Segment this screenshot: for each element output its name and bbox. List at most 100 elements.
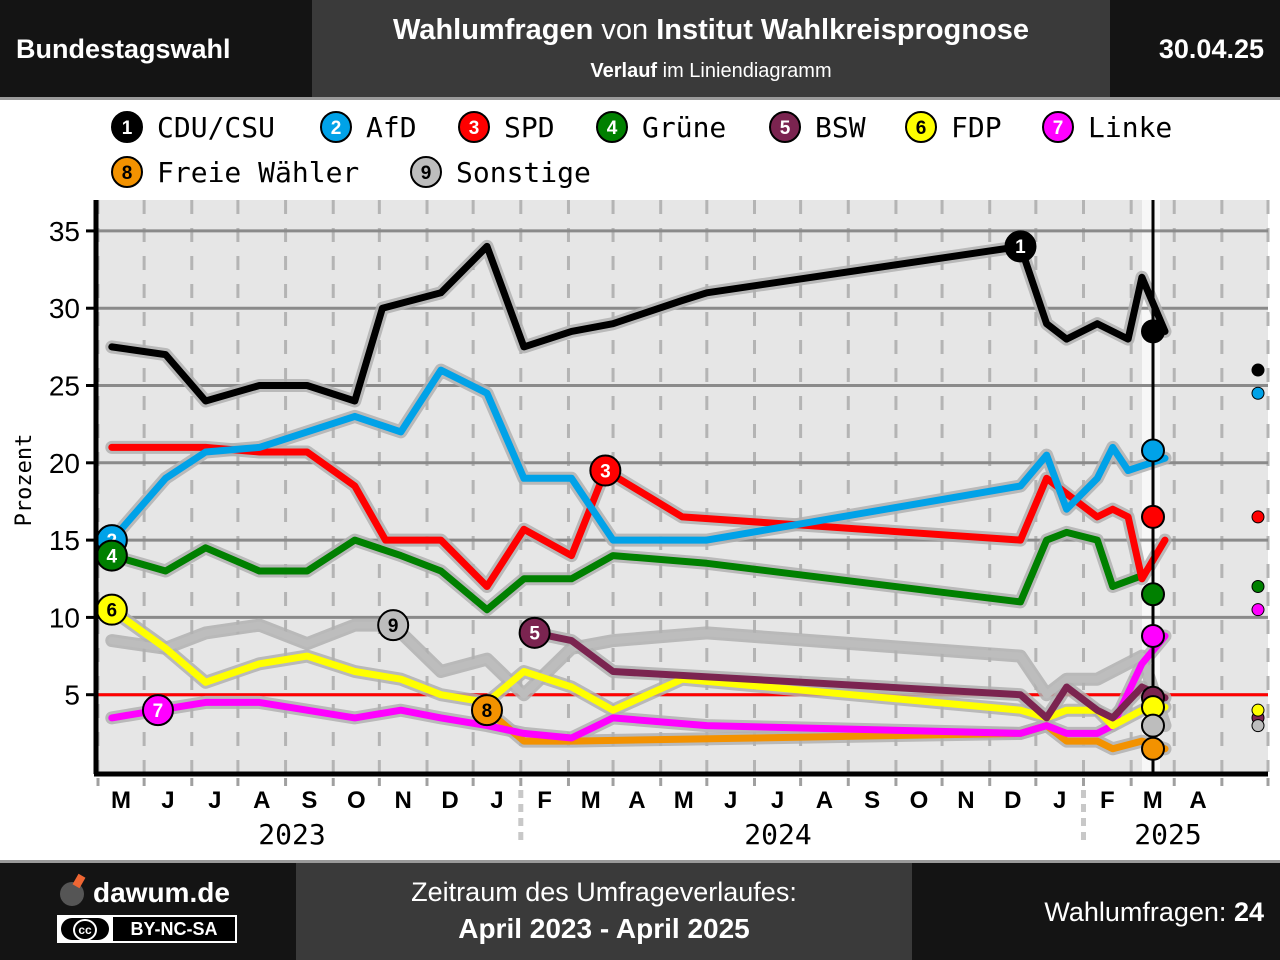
series-label-badge-4: 4 xyxy=(95,539,128,572)
legend-badge-7-circle xyxy=(1042,111,1074,143)
legend-badge-7: 7 xyxy=(1042,111,1074,143)
series-label-badge-8-circle xyxy=(470,694,503,727)
legend-badge-4-number: 4 xyxy=(607,118,618,139)
x-month-label: J xyxy=(208,787,221,814)
x-month-label: M xyxy=(1143,787,1163,814)
series-label-badge-3: 3 xyxy=(589,454,622,487)
series-line-4 xyxy=(108,528,1146,614)
current-value-dot-6 xyxy=(1251,703,1265,717)
title-part-3: Institut Wahlkreisprognose xyxy=(656,14,1029,46)
y-tick-label: 10 xyxy=(49,602,80,633)
current-value-dot-9 xyxy=(1251,719,1265,733)
series-label-badge-7-number: 7 xyxy=(153,701,164,722)
series-label-badge-6-number: 6 xyxy=(107,600,118,621)
legend-label-7: Linke xyxy=(1088,111,1172,144)
current-value-dot-1 xyxy=(1251,363,1265,377)
current-value-dot-2 xyxy=(1251,386,1265,400)
x-month-label: M xyxy=(674,787,694,814)
series-label-badge-7-circle xyxy=(141,694,174,727)
legend-badge-2-number: 2 xyxy=(331,118,342,139)
end-markers xyxy=(1141,319,1165,761)
legend-badge-9: 9 xyxy=(410,156,442,188)
legend-badge-6: 6 xyxy=(905,111,937,143)
legend-label-2: AfD xyxy=(366,111,417,144)
license-text: BY-NC-SA xyxy=(113,917,235,941)
footer-period-block: Zeitraum des Umfrageverlaufes: April 202… xyxy=(296,863,912,960)
legend-badge-8-number: 8 xyxy=(122,163,133,184)
series-lines xyxy=(105,239,1172,756)
legend-badge-5-circle xyxy=(769,111,801,143)
series-line-5 xyxy=(531,629,1169,722)
header: Bundestagswahl Wahlumfragen von Institut… xyxy=(0,0,1280,97)
x-month-label: N xyxy=(395,787,412,814)
series-label-badge-6: 6 xyxy=(95,593,128,626)
header-left: Bundestagswahl xyxy=(0,0,312,97)
x-month-label: J xyxy=(1053,787,1066,814)
legend-badge-5: 5 xyxy=(769,111,801,143)
x-month-label: S xyxy=(864,787,880,814)
x-month-label: A xyxy=(253,787,270,814)
current-side-markers xyxy=(1251,363,1265,733)
x-month-label: O xyxy=(910,787,929,814)
series-label-badge-1-circle xyxy=(1004,230,1037,263)
legend-badge-1-circle xyxy=(111,111,143,143)
series-label-badge-9: 9 xyxy=(377,609,410,642)
poll-count-label: Wahlumfragen: xyxy=(1044,897,1234,927)
x-month-label: S xyxy=(301,787,317,814)
legend-label-3: SPD xyxy=(504,111,555,144)
legend-label-9: Sonstige xyxy=(456,156,591,189)
y-tick-label: 25 xyxy=(49,371,80,402)
legend-label-1: CDU/CSU xyxy=(157,111,275,144)
series-label-badge-3-number: 3 xyxy=(600,461,611,482)
series-label-badge-7: 7 xyxy=(141,694,174,727)
legend-badge-4-circle xyxy=(596,111,628,143)
x-month-label: F xyxy=(537,787,552,814)
header-date: 30.04.25 xyxy=(1158,34,1264,64)
x-year-label: 2023 xyxy=(258,818,325,851)
period-value: April 2023 - April 2025 xyxy=(458,913,750,944)
series-label-badge-5-number: 5 xyxy=(529,624,540,645)
latest-value-marker-7 xyxy=(1141,623,1165,648)
period-label: Zeitraum des Umfrageverlaufes: xyxy=(411,877,797,907)
footer-count-block: Wahlumfragen: 24 xyxy=(912,863,1280,960)
series-line-2 xyxy=(108,366,1169,544)
x-month-label: J xyxy=(490,787,503,814)
series-label-badge-5: 5 xyxy=(518,616,551,649)
brand-name: dawum.de xyxy=(93,877,230,908)
title-part-2: von xyxy=(593,14,657,46)
legend-badge-1-number: 1 xyxy=(122,118,133,139)
series-label-badge-1: 1 xyxy=(1004,230,1037,263)
x-month-label: J xyxy=(724,787,737,814)
x-month-label: D xyxy=(441,787,458,814)
x-month-label: M xyxy=(111,787,131,814)
series-label-badge-3-circle xyxy=(589,454,622,487)
header-right: 30.04.25 xyxy=(1110,0,1280,97)
current-value-dot-7 xyxy=(1251,603,1265,617)
y-tick-label: 5 xyxy=(64,680,80,711)
page-subtitle: Verlauf im Liniendiagramm xyxy=(312,60,1110,83)
subtitle-part-1: Verlauf xyxy=(590,60,658,82)
legend-badge-6-circle xyxy=(905,111,937,143)
legend-badge-7-number: 7 xyxy=(1053,118,1064,139)
footer-brand-block: dawum.de cc BY-NC-SA xyxy=(0,863,296,960)
cc-icon: cc xyxy=(61,918,109,941)
x-month-label: D xyxy=(1004,787,1021,814)
latest-value-marker-9 xyxy=(1141,713,1165,738)
footer-divider xyxy=(0,860,1280,863)
y-axis-label: Prozent xyxy=(12,434,37,527)
poll-count-value: 24 xyxy=(1233,897,1264,927)
legend-label-4: Grüne xyxy=(642,111,726,144)
poll-line-chart: 1 CDU/CSU 2 AfD 3 SPD 4 Grüne 5 BSW 6 FDP 7 Linke 8 Fre… xyxy=(12,111,1270,851)
x-month-label: A xyxy=(816,787,833,814)
license-badge: cc BY-NC-SA xyxy=(57,915,237,943)
x-month-label: F xyxy=(1100,787,1115,814)
series-label-badge-1-number: 1 xyxy=(1015,237,1026,258)
poll-count: Wahlumfragen: 24 xyxy=(1044,897,1264,928)
legend-label-5: BSW xyxy=(815,111,866,144)
series-labels: 123456789 xyxy=(95,230,1037,727)
y-tick-label: 20 xyxy=(49,448,80,479)
latest-value-marker-8 xyxy=(1141,736,1165,761)
series-line-1 xyxy=(108,242,1169,405)
election-name: Bundestagswahl xyxy=(16,34,231,64)
latest-value-marker-3 xyxy=(1141,504,1165,529)
